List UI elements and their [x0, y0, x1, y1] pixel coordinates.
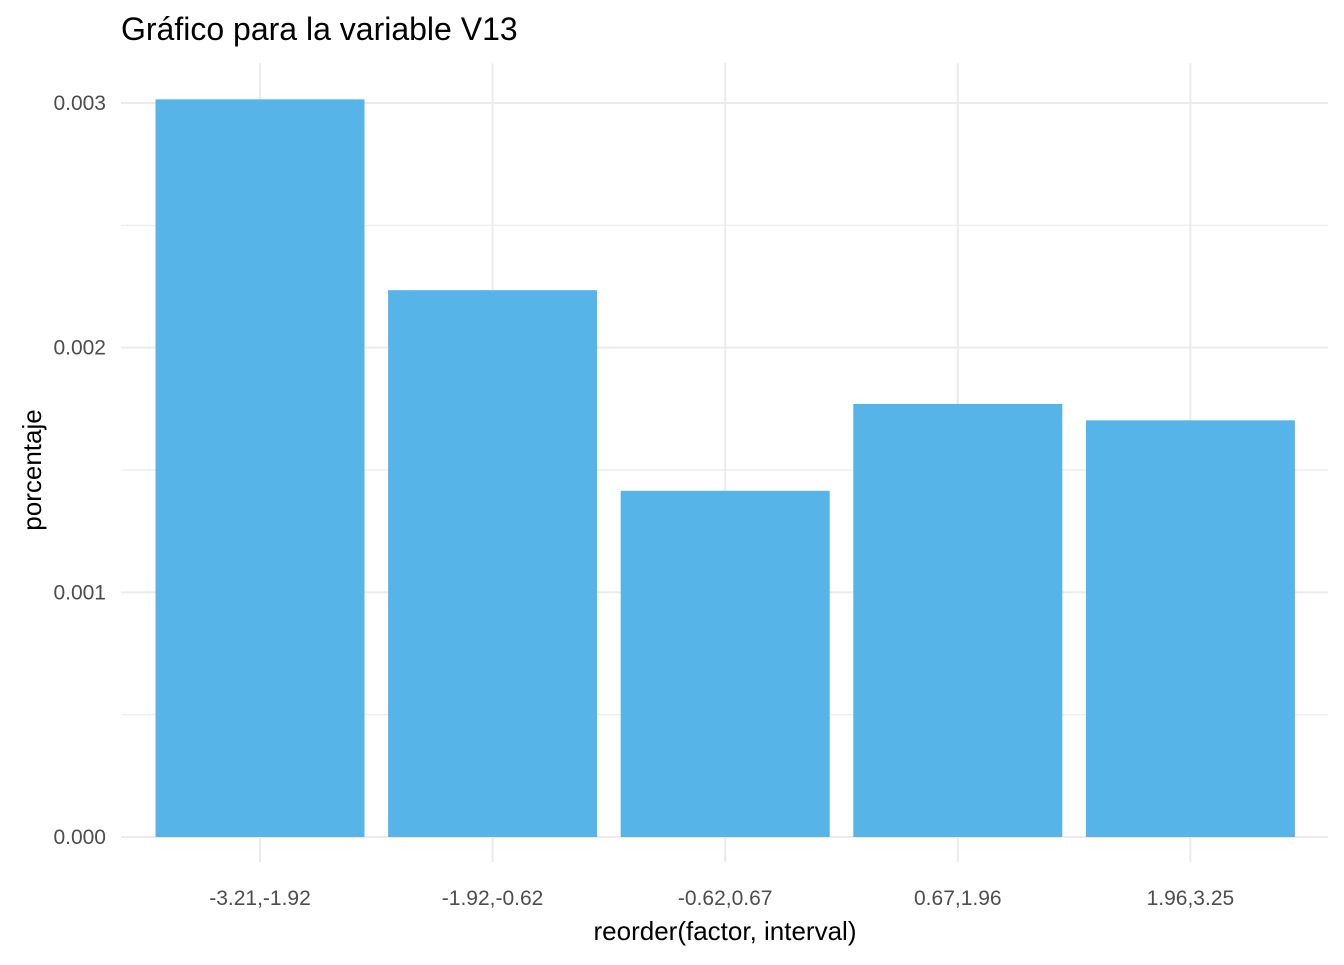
bar [853, 403, 1063, 837]
bar [620, 490, 830, 837]
y-tick-label: 0.002 [53, 337, 106, 360]
bar [1085, 420, 1295, 837]
bar [388, 290, 598, 837]
x-tick-label: -0.62,0.67 [678, 887, 773, 910]
y-tick-labels: 0.000 0.001 0.002 0.003 [53, 92, 106, 849]
y-tick-label: 0.001 [53, 581, 106, 604]
y-tick-label: 0.003 [53, 92, 106, 115]
x-tick-label: 1.96,3.25 [1147, 887, 1235, 910]
y-axis-title: porcentaje [17, 409, 47, 530]
x-axis-title: reorder(factor, interval) [594, 916, 857, 946]
x-tick-label: -3.21,-1.92 [209, 887, 311, 910]
bar [155, 99, 365, 837]
bars [155, 99, 1295, 837]
x-tick-label: -1.92,-0.62 [442, 887, 544, 910]
x-tick-label: 0.67,1.96 [914, 887, 1002, 910]
chart-title: Gráfico para la variable V13 [121, 11, 518, 47]
y-tick-label: 0.000 [53, 826, 106, 849]
x-tick-labels: -3.21,-1.92 -1.92,-0.62 -0.62,0.67 0.67,1.9… [209, 887, 1234, 910]
